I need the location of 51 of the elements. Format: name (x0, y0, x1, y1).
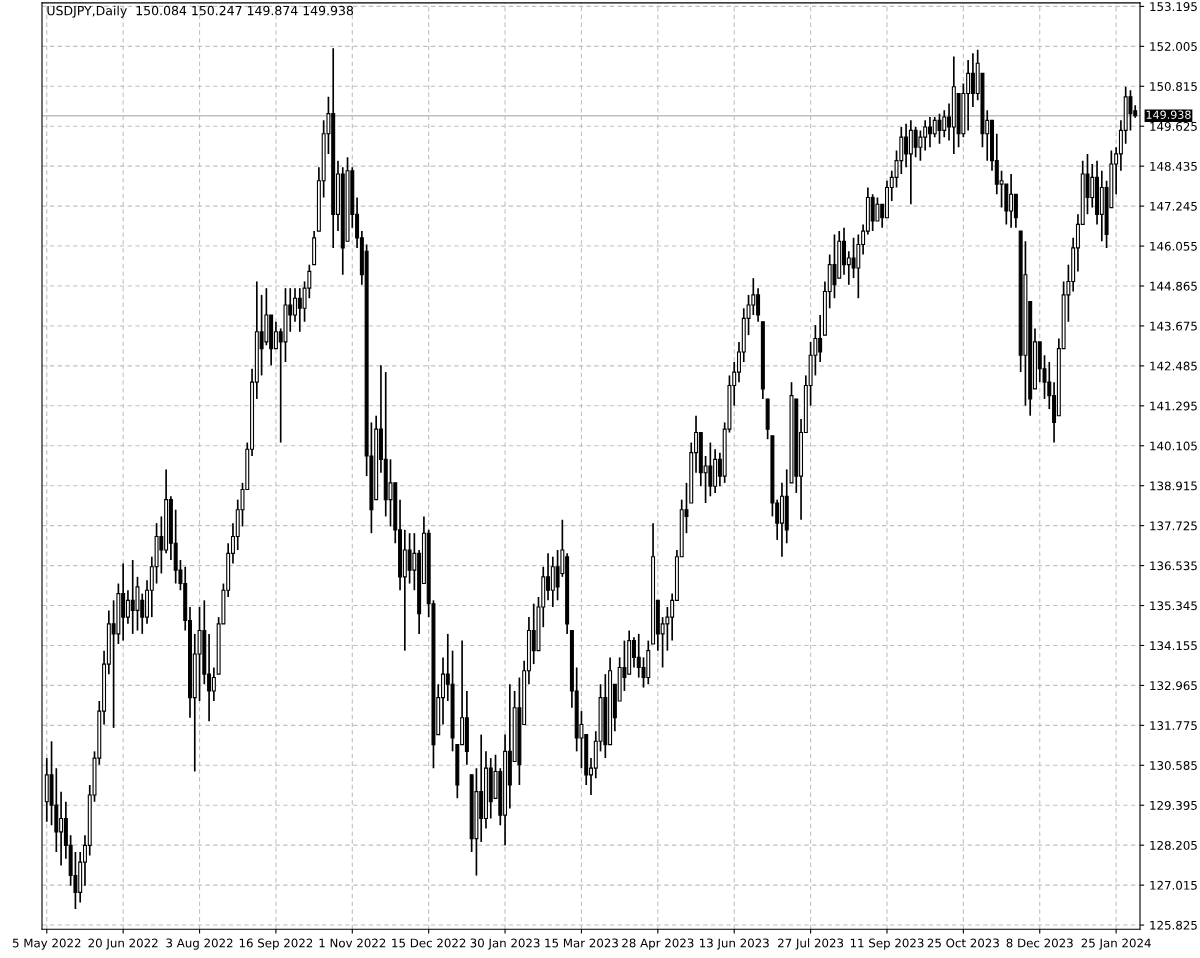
y-tick-label: 129.395 (1150, 800, 1197, 810)
y-tick-label: 144.865 (1150, 281, 1197, 291)
candlestick (918, 129, 923, 162)
y-tick-label: 136.535 (1150, 561, 1197, 571)
chart-title: USDJPY,Daily 150.084 150.247 149.874 149.938 (47, 5, 354, 18)
y-tick-label: 146.055 (1150, 241, 1197, 251)
y-tick-label: 150.815 (1150, 82, 1197, 91)
y-tick-label: 142.485 (1150, 361, 1197, 371)
x-tick-label: 5 May 2022 (12, 938, 81, 950)
x-tick-label: 11 Sep 2023 (850, 938, 924, 950)
x-tick-label: 16 Sep 2022 (239, 938, 313, 950)
y-tick-label: 153.195 (1150, 2, 1197, 12)
y-tick-label: 135.345 (1150, 601, 1197, 611)
y-tick-label: 125.825 (1150, 920, 1197, 930)
ref-line-label: 149.938 (1146, 110, 1191, 119)
candlestick (937, 112, 942, 145)
x-tick-label: 3 Aug 2022 (166, 938, 233, 950)
candlestick (913, 126, 918, 159)
y-tick-label: 134.155 (1150, 641, 1197, 651)
x-tick-label: 27 Jul 2023 (778, 938, 844, 950)
x-tick-label: 30 Jan 2023 (470, 938, 540, 950)
y-tick-label: 132.965 (1150, 681, 1197, 691)
candlestick (832, 233, 837, 300)
x-tick-label: 13 Jun 2023 (700, 938, 769, 950)
y-tick-label: 127.015 (1150, 880, 1197, 890)
x-tick-label: 15 Mar 2023 (545, 938, 618, 948)
candlestick (407, 532, 412, 585)
x-tick-label: 28 Apr 2023 (622, 938, 694, 950)
x-tick-label: 15 Dec 2022 (392, 938, 466, 948)
x-tick-label: 1 Nov 2022 (319, 938, 386, 948)
y-tick-label: 147.245 (1150, 201, 1197, 211)
y-tick-label: 141.295 (1150, 401, 1197, 411)
candlestick (1013, 193, 1018, 229)
x-tick-label: 20 Jun 2022 (88, 938, 158, 950)
y-tick-label: 130.585 (1150, 761, 1197, 770)
x-tick-label: 8 Dec 2023 (1006, 938, 1073, 948)
y-tick-label: 138.915 (1150, 481, 1197, 491)
y-tick-label: 140.105 (1150, 441, 1197, 451)
candlestick (388, 458, 393, 528)
y-tick-label: 148.435 (1150, 161, 1197, 171)
y-tick-label: 128.205 (1150, 840, 1197, 850)
candlestick (211, 666, 216, 702)
x-tick-label: 25 Jan 2024 (1081, 938, 1151, 950)
candlestick (1128, 89, 1133, 132)
candlestick (555, 549, 560, 602)
y-tick-label: 143.675 (1150, 321, 1197, 331)
x-tick-label: 25 Oct 2023 (927, 938, 999, 948)
y-tick-label: 149.625 (1150, 121, 1197, 131)
y-tick-label: 131.775 (1150, 721, 1197, 731)
y-tick-label: 152.005 (1150, 42, 1197, 51)
y-tick-label: 137.725 (1150, 521, 1197, 531)
